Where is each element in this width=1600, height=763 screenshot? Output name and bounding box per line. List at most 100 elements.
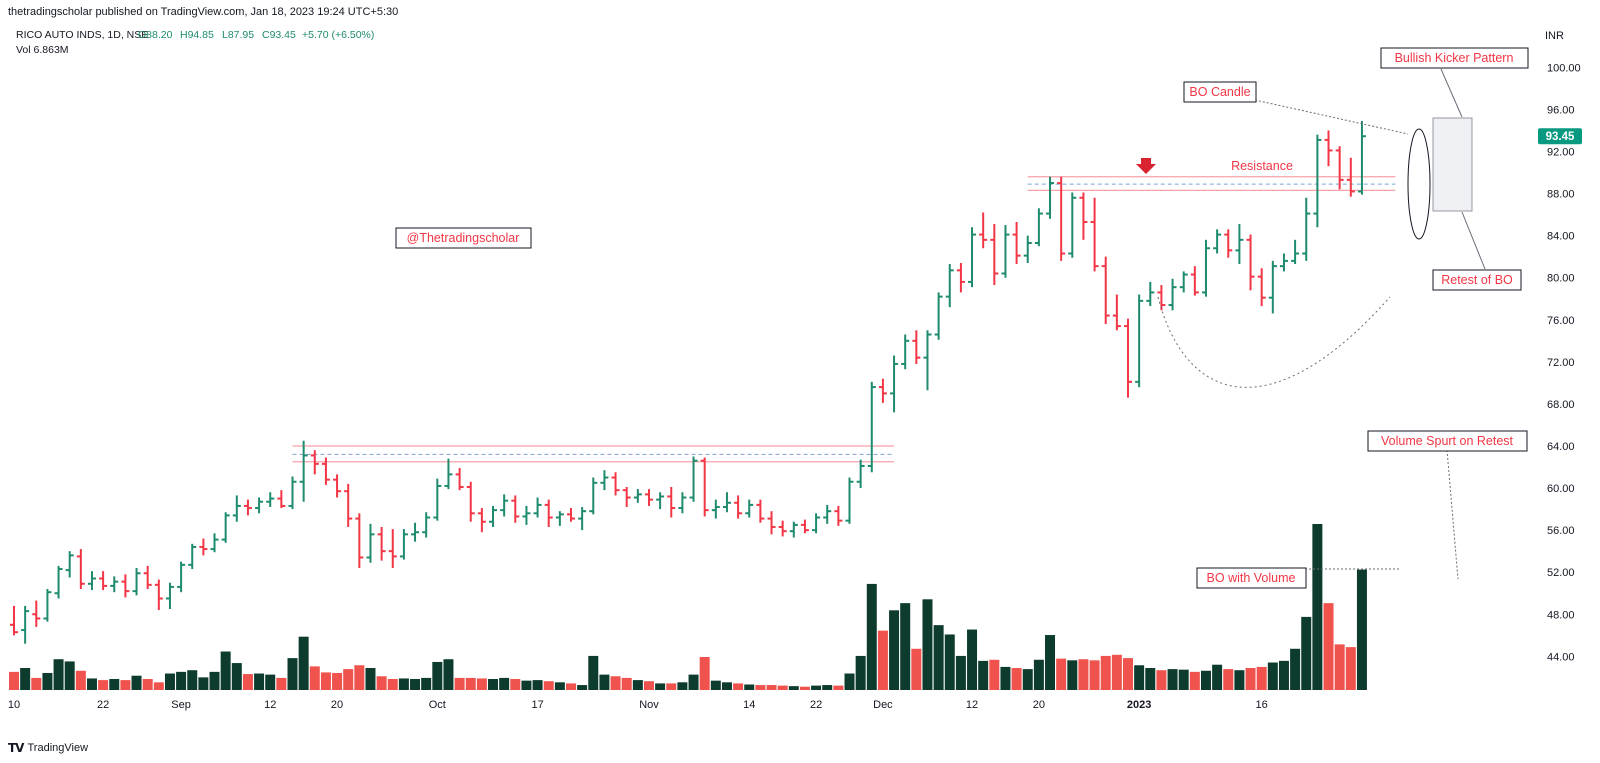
volume-bar bbox=[655, 683, 666, 690]
resistance-text: Resistance bbox=[1231, 159, 1293, 173]
volume-bar bbox=[488, 679, 499, 690]
volume-bar bbox=[476, 678, 487, 690]
price-axis[interactable]: 44.00 48.00 52.00 56.00 60.00 64.00 68.00 72.00… bbox=[1547, 62, 1581, 663]
ohlc-bar bbox=[1023, 235, 1032, 263]
ohlc-bar bbox=[1157, 285, 1166, 311]
volume-bar bbox=[432, 661, 443, 690]
watermark-label: @Thetradingscholar bbox=[395, 227, 532, 249]
volume-bar bbox=[577, 685, 588, 690]
ohlc-bar bbox=[255, 497, 264, 514]
ohlc-bar bbox=[10, 605, 18, 636]
ohlc-bar bbox=[700, 457, 709, 517]
ohlc-bar bbox=[856, 459, 865, 489]
volume-bar bbox=[98, 680, 109, 690]
ohlc-bar bbox=[600, 470, 609, 491]
ohlc-bar bbox=[388, 529, 397, 568]
ohlc-bar bbox=[1335, 146, 1344, 190]
x-tick-label: Nov bbox=[639, 699, 659, 711]
ohlc-bar bbox=[433, 478, 442, 521]
ohlc-bar bbox=[1168, 278, 1177, 311]
ohlc-bar bbox=[110, 576, 119, 593]
volume-bar bbox=[1301, 616, 1312, 690]
ohlc-bar bbox=[633, 489, 642, 503]
volume-bar bbox=[164, 673, 175, 690]
volume-bar bbox=[955, 655, 966, 690]
volume-bar bbox=[153, 682, 164, 690]
footer-brand: 𝗧𝗩 TradingView bbox=[8, 741, 88, 755]
volume-bar bbox=[877, 630, 888, 690]
ohlc-bar bbox=[745, 499, 754, 518]
volume-bar bbox=[31, 677, 42, 690]
bo-volume-text: BO with Volume bbox=[1207, 571, 1296, 585]
volume-bar bbox=[421, 677, 432, 690]
ohlc-bar bbox=[355, 513, 364, 568]
volume-bar bbox=[64, 661, 75, 690]
volume-bar bbox=[198, 677, 209, 690]
ohlc-bar bbox=[1324, 130, 1333, 167]
volume-bar bbox=[911, 648, 922, 690]
time-axis[interactable]: 10 22 Sep 12 20 Oct 17 Nov 14 22 Dec 12 20 2023 16 bbox=[8, 699, 1268, 711]
ohlc-bar bbox=[945, 264, 954, 308]
volume-bar bbox=[1323, 603, 1334, 690]
ohlc-bar bbox=[344, 483, 353, 527]
x-tick-label: 2023 bbox=[1127, 699, 1151, 711]
ohlc-bar bbox=[165, 582, 174, 610]
ohlc-bar bbox=[1046, 176, 1055, 219]
volume-bar bbox=[410, 679, 421, 690]
ohlc-bar bbox=[188, 543, 197, 570]
volume-bar bbox=[733, 683, 744, 690]
volume-bar bbox=[1234, 670, 1245, 690]
y-tick-label: 48.00 bbox=[1547, 609, 1575, 621]
volume-bar bbox=[1334, 644, 1345, 690]
x-tick-label: 20 bbox=[1033, 699, 1045, 711]
y-tick-label: 84.00 bbox=[1547, 231, 1575, 243]
bullish-kicker-text: Bullish Kicker Pattern bbox=[1395, 51, 1514, 65]
ohlc-bar bbox=[1357, 120, 1366, 195]
ohlc-bar bbox=[1090, 197, 1099, 272]
price-chart[interactable]: RICO AUTO INDS, 1D, NSE O88.20 H94.85 L8… bbox=[0, 22, 1600, 739]
volume-bar bbox=[855, 655, 866, 690]
volume-bar bbox=[309, 666, 320, 690]
volume-bar bbox=[75, 670, 86, 690]
bo-candle-text: BO Candle bbox=[1189, 85, 1250, 99]
y-tick-label: 72.00 bbox=[1547, 357, 1575, 369]
volume-bar bbox=[376, 676, 387, 690]
volume-bar bbox=[398, 678, 409, 690]
resistance-zones bbox=[292, 176, 1396, 463]
ohlc-bar bbox=[444, 458, 453, 490]
ohlc-bar bbox=[422, 512, 431, 538]
legend-volume: Vol 6.863M bbox=[16, 44, 69, 56]
volume-bar bbox=[1011, 668, 1022, 690]
watermark-text: @Thetradingscholar bbox=[407, 231, 520, 245]
ohlc-bar bbox=[622, 487, 631, 507]
volume-bar bbox=[554, 682, 565, 690]
volume-spurt-pointer bbox=[1446, 449, 1459, 580]
y-tick-label: 80.00 bbox=[1547, 273, 1575, 285]
volume-bars bbox=[9, 524, 1367, 690]
volume-bar bbox=[443, 659, 454, 690]
volume-bar bbox=[120, 680, 131, 690]
volume-bar bbox=[86, 678, 97, 690]
volume-bar bbox=[1167, 669, 1178, 690]
ohlc-bar bbox=[968, 227, 977, 288]
ohlc-bar bbox=[667, 487, 676, 518]
y-tick-label: 60.00 bbox=[1547, 483, 1575, 495]
ohlc-bar bbox=[656, 492, 665, 510]
volume-bar bbox=[989, 659, 1000, 690]
ohlc-bar bbox=[221, 512, 230, 543]
x-tick-label: 10 bbox=[8, 699, 20, 711]
ohlc-bar bbox=[845, 477, 854, 524]
ohlc-bar bbox=[177, 561, 186, 593]
x-tick-label: 22 bbox=[810, 699, 822, 711]
ohlc-bar bbox=[934, 292, 943, 340]
volume-bar bbox=[454, 677, 465, 690]
publisher-line: thetradingscholar published on TradingVi… bbox=[8, 6, 399, 18]
ohlc-bar bbox=[500, 494, 509, 517]
volume-bar bbox=[1223, 669, 1234, 690]
volume-bar bbox=[1033, 659, 1044, 690]
volume-bar bbox=[1067, 660, 1078, 690]
ohlc-bar bbox=[99, 571, 108, 591]
ohlc-bar bbox=[567, 508, 575, 522]
volume-spurt-text: Volume Spurt on Retest bbox=[1381, 434, 1514, 448]
ohlc-bar bbox=[611, 472, 620, 496]
